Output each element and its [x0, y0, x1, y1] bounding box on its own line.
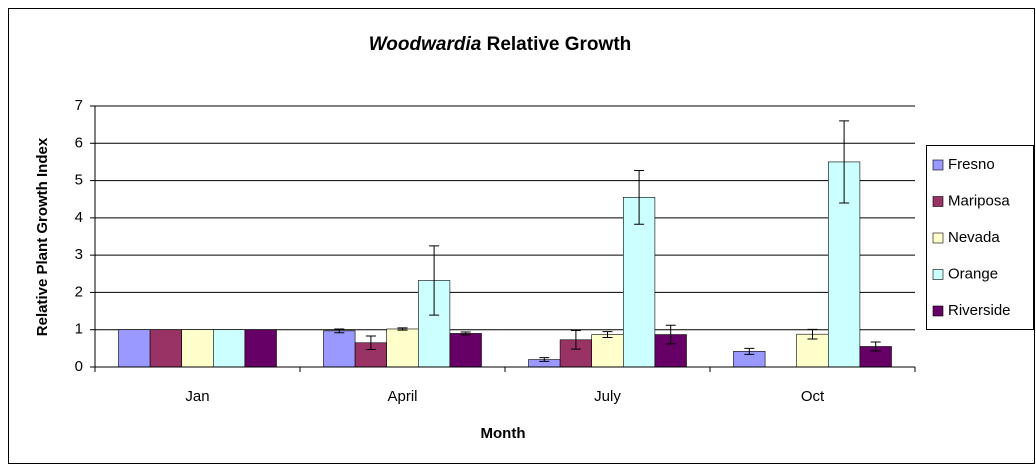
error-bar [839, 120, 850, 204]
bar [118, 329, 151, 368]
error-bar [870, 341, 881, 352]
error-bar [539, 357, 550, 362]
error-bar [634, 170, 645, 225]
legend-label: Riverside [948, 302, 1011, 319]
y-tick-label: 6 [75, 134, 83, 151]
y-tick-label: 2 [75, 283, 83, 300]
bar [796, 333, 829, 368]
legend-swatch [932, 305, 944, 317]
bar [323, 330, 356, 368]
bar [149, 329, 183, 368]
chart-border [8, 8, 1035, 464]
legend-box [926, 145, 1034, 330]
bar [181, 329, 214, 368]
error-bar [744, 347, 755, 355]
x-axis-label: Month [481, 425, 526, 442]
bar [244, 329, 277, 368]
y-tick-label: 4 [75, 209, 83, 226]
error-bar [570, 329, 581, 350]
y-axis-label: Relative Plant Growth Index [34, 137, 51, 336]
legend-label: Orange [948, 265, 998, 282]
y-tick-label: 5 [75, 172, 83, 189]
title-text: Relative Growth [487, 34, 632, 55]
error-bar [460, 331, 471, 336]
bar [449, 333, 482, 368]
error-bar [365, 335, 376, 350]
bar [386, 328, 419, 368]
legend-swatch [932, 232, 944, 244]
chart-title: Woodwardia Relative Growth [369, 34, 632, 55]
error-bar [665, 324, 676, 345]
error-bar [429, 245, 440, 316]
error-bar [334, 328, 345, 334]
bar [622, 197, 656, 368]
y-tick-label: 7 [75, 97, 83, 114]
x-tick-label: July [594, 388, 621, 405]
y-tick-label: 0 [75, 358, 83, 375]
error-bar [397, 327, 408, 331]
x-tick-label: April [387, 388, 417, 405]
error-bar [602, 331, 613, 339]
error-bar [807, 328, 818, 340]
legend-label: Nevada [948, 229, 1000, 246]
legend-swatch [932, 196, 944, 207]
bar [591, 334, 624, 368]
y-tick-label: 1 [75, 321, 83, 338]
legend-label: Mariposa [948, 192, 1010, 209]
title-italic: Woodwardia [369, 34, 482, 55]
x-tick-label: Oct [801, 388, 825, 405]
x-tick-label: Jan [185, 388, 209, 405]
y-tick-label: 3 [75, 246, 83, 263]
bar [213, 329, 246, 368]
legend-swatch [932, 269, 944, 280]
legend-label: Fresno [948, 156, 995, 173]
legend-swatch [932, 159, 944, 171]
